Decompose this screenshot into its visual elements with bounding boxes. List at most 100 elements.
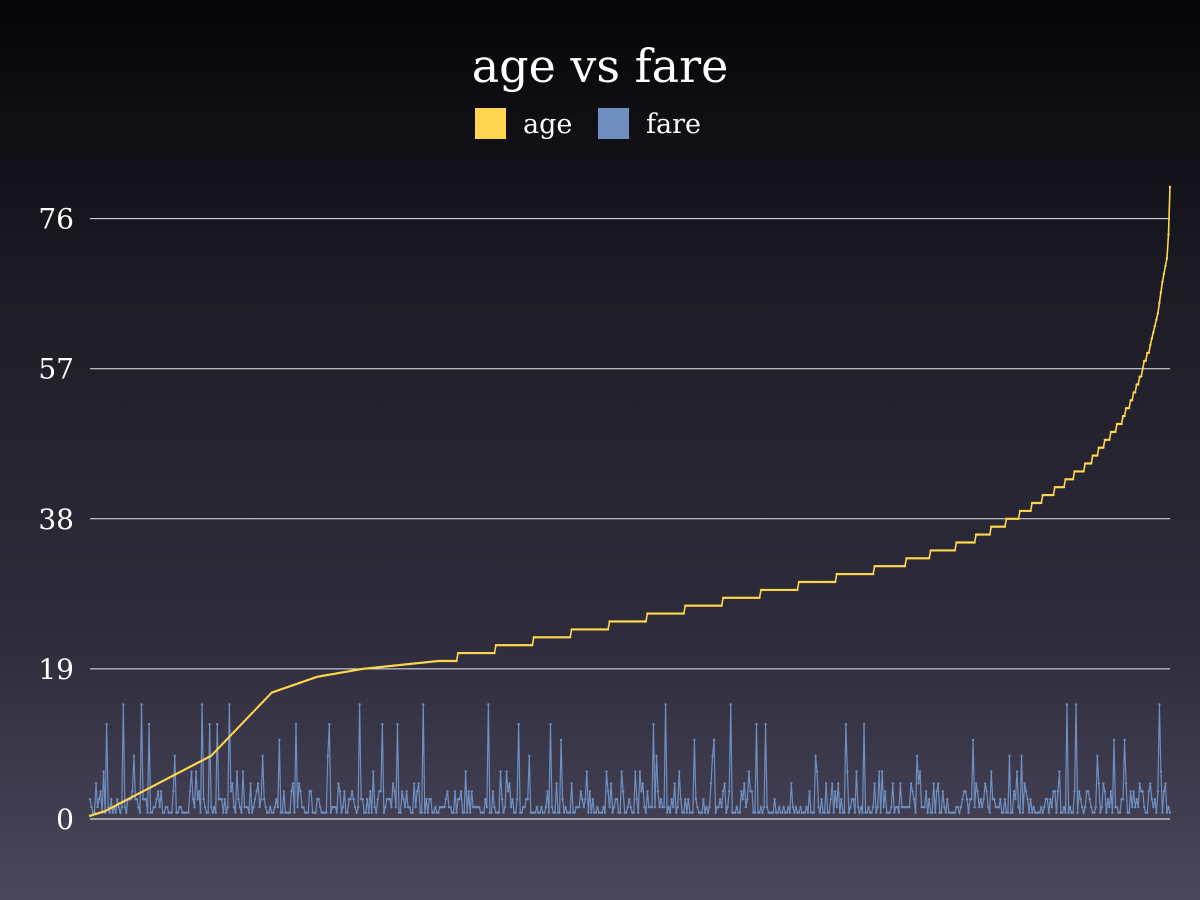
fare-point (791, 805, 795, 809)
fare-point (926, 811, 929, 814)
fare-point (664, 703, 667, 706)
age-point (244, 718, 248, 721)
fare-point (564, 805, 567, 809)
fare-point (412, 782, 416, 785)
fare-point (491, 790, 495, 793)
age-point (1040, 501, 1043, 505)
fare-point (1135, 798, 1138, 801)
fare-point (862, 723, 866, 726)
fare-point (847, 811, 851, 814)
fare-point (125, 811, 128, 814)
fare-point (808, 790, 811, 793)
age-point (1162, 272, 1166, 276)
fare-point (977, 805, 981, 809)
fare-point (370, 811, 373, 814)
age-point (493, 651, 496, 655)
fare-point (909, 782, 913, 785)
age-point (1165, 256, 1169, 260)
age-point (226, 737, 230, 740)
fare-point (785, 811, 788, 814)
fare-point (211, 811, 214, 814)
fare-point (394, 805, 398, 809)
fare-point (241, 770, 245, 773)
fare-point (393, 790, 396, 793)
fare-point (899, 782, 902, 785)
age-point (1102, 446, 1105, 449)
fare-point (824, 782, 828, 785)
fare-point (1093, 811, 1096, 814)
fare-point (117, 805, 120, 809)
fare-point (255, 790, 258, 793)
age-point (237, 726, 240, 729)
fare-point (652, 723, 655, 726)
fare-point (1018, 811, 1022, 814)
fare-point (871, 805, 875, 809)
age-point (1161, 280, 1164, 283)
fare-point (1050, 805, 1054, 809)
fare-point (464, 770, 467, 773)
fare-point (1020, 754, 1023, 757)
fare-point (1141, 790, 1144, 793)
fare-point (535, 805, 539, 809)
fare-point (585, 770, 589, 773)
fare-point (1112, 738, 1116, 742)
fare-point (550, 805, 554, 809)
age-point (220, 743, 223, 746)
fare-point (840, 798, 843, 801)
fare-point (611, 811, 614, 814)
fare-point (761, 811, 764, 814)
fare-point (187, 811, 190, 814)
fare-point (546, 790, 549, 793)
fare-point (635, 798, 639, 801)
fare-point (364, 811, 367, 814)
fare-point (97, 798, 101, 801)
fare-point (1127, 811, 1131, 814)
fare-point (1149, 782, 1152, 785)
fare-point (1029, 798, 1032, 801)
fare-point (99, 790, 102, 793)
fare-point (503, 805, 507, 809)
age-point (216, 748, 219, 751)
fare-point (856, 805, 860, 809)
fare-point (1047, 811, 1051, 814)
fare-point (1006, 811, 1010, 814)
fare-point (253, 798, 257, 801)
fare-point (923, 805, 926, 809)
fare-point (356, 805, 360, 809)
fare-point (558, 811, 561, 814)
fare-point (465, 811, 469, 814)
fare-point (509, 805, 513, 809)
fare-point (250, 811, 254, 814)
age-point (255, 707, 258, 710)
fare-point (247, 811, 251, 814)
fare-point (1041, 811, 1044, 814)
fare-point (350, 790, 354, 793)
fare-point (961, 798, 964, 801)
fare-point (982, 798, 985, 801)
fare-point (314, 811, 317, 814)
fare-point (319, 805, 322, 809)
fare-point (417, 782, 420, 785)
fare-point (606, 790, 610, 793)
fare-point (1012, 790, 1016, 793)
fare-point (659, 798, 663, 801)
fare-point (119, 811, 122, 814)
fare-point (587, 811, 590, 814)
fare-point (759, 805, 763, 809)
fare-point (444, 798, 448, 801)
age-point (264, 697, 267, 701)
age-point (1029, 509, 1032, 513)
fare-point (605, 770, 608, 773)
legend-label-age: age (523, 109, 572, 140)
fare-point (1038, 811, 1041, 814)
fare-point (176, 811, 180, 814)
fare-point (626, 805, 629, 809)
fare-point (930, 811, 934, 814)
fare-point (897, 811, 901, 814)
fare-point (682, 811, 685, 814)
age-point (903, 565, 907, 568)
fare-point (640, 790, 643, 793)
fare-point (1080, 805, 1084, 809)
fare-point (540, 805, 543, 809)
fare-point (838, 811, 841, 814)
